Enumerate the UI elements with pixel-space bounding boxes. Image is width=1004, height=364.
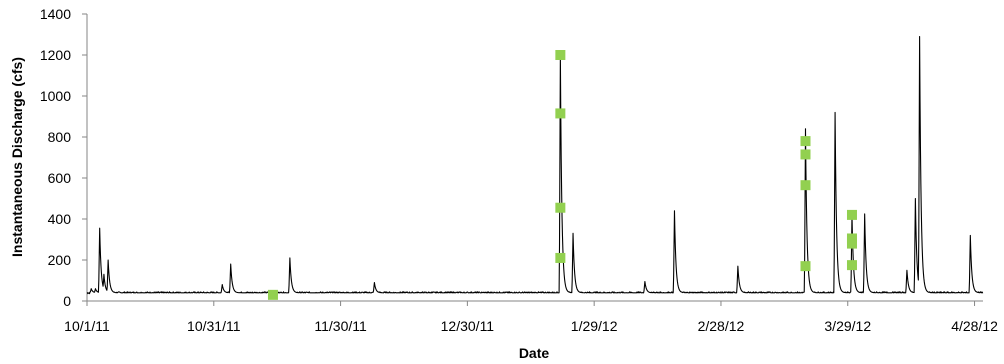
- sample-marker: [846, 260, 857, 271]
- y-axis-title: Instantaneous Discharge (cfs): [9, 57, 25, 257]
- y-tick-label: 200: [48, 252, 72, 268]
- sample-marker: [267, 289, 278, 300]
- x-tick-label: 1/29/12: [571, 318, 618, 334]
- y-tick-label: 600: [48, 170, 72, 186]
- sample-marker: [555, 252, 566, 263]
- x-tick-label: 10/31/11: [187, 318, 241, 334]
- sample-marker: [555, 202, 566, 213]
- sample-marker-series: [267, 50, 857, 300]
- discharge-line-series: [86, 35, 984, 295]
- sample-marker: [846, 233, 857, 244]
- x-axis-title: Date: [519, 345, 550, 361]
- y-tick-label: 1400: [40, 6, 71, 22]
- y-tick-label: 400: [48, 211, 72, 227]
- x-tick-label: 4/28/12: [951, 318, 998, 334]
- sample-marker: [846, 238, 857, 249]
- sample-marker: [555, 108, 566, 119]
- x-tick-label: 10/1/11: [64, 318, 110, 334]
- y-tick-label: 1200: [40, 47, 71, 63]
- y-tick-label: 1000: [40, 88, 71, 104]
- y-tick-label: 800: [48, 129, 72, 145]
- sample-marker: [846, 209, 857, 220]
- discharge-line: [86, 35, 984, 295]
- y-tick-label: 0: [63, 293, 71, 309]
- x-tick-label: 11/30/11: [314, 318, 367, 334]
- sample-marker: [800, 261, 811, 272]
- x-tick-label: 3/29/12: [824, 318, 871, 334]
- sample-marker: [555, 50, 566, 60]
- sample-marker: [800, 149, 811, 160]
- x-tick-label: 12/30/11: [441, 318, 495, 334]
- sample-marker: [800, 136, 811, 147]
- sample-marker: [800, 180, 811, 191]
- axes: 0 200 400 600 800 1000 1200 1400 10/1/11 10/31/11…: [40, 6, 998, 334]
- x-tick-label: 2/28/12: [698, 318, 745, 334]
